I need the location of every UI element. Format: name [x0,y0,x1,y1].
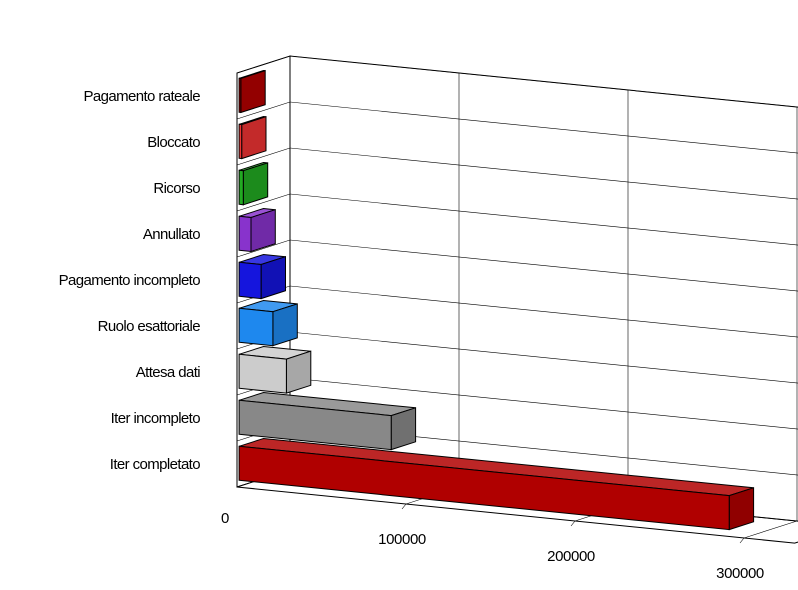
bar-ruolo-esattoriale [238,299,298,347]
tick-label-200000: 200000 [547,548,595,565]
category-label: Iter completato [110,456,200,473]
grid-line-side [236,147,291,166]
bar-end-face [242,162,269,206]
category-label: Annullato [143,226,200,243]
bar-front-face [238,123,243,160]
bar-end-face [285,350,312,394]
bar-iter-incompleto [238,391,417,451]
category-label: Ricorso [153,180,200,197]
category-label: Bloccato [147,134,200,151]
grid-line-side [236,55,291,74]
bar-annullato [238,207,276,253]
chart-bars [238,69,755,531]
grid-line-horizontal [289,285,798,338]
grid-line-side [236,193,291,212]
category-label: Ruolo esattoriale [98,318,201,335]
bar-end-face [272,303,298,347]
bar-attesa-dati [238,345,312,394]
tick-mark [401,503,407,510]
category-label: Iter incompleto [111,410,201,427]
grid-line-horizontal [289,147,798,200]
bar-front-face [238,169,244,206]
grid-line-horizontal [289,101,798,154]
bar-bloccato [238,115,267,160]
bar-end-face [241,116,267,160]
bar-end-face [250,209,276,253]
grid-line-side [236,239,291,258]
bar-front-face [238,353,287,394]
category-label: Pagamento incompleto [59,272,201,289]
bar-end-face [728,487,755,531]
tick-labels: 0 100000 200000 300000 [221,510,764,582]
category-label: Attesa dati [136,364,201,381]
grid-line-floor [743,520,798,539]
bar-pagamento-rateale [238,69,266,114]
bar-front-face [238,399,392,451]
bar-front-face [238,77,242,114]
bar-end-face [260,256,286,300]
grid-line-side [236,101,291,120]
bar-front-face [238,307,274,347]
tick-mark [570,520,576,527]
category-label: Pagamento rateale [83,88,200,105]
bar-front-face [238,215,252,253]
grid-line-horizontal [289,331,798,384]
grid-line-horizontal [289,55,798,108]
bar-iter-completato [238,437,755,531]
grid-line-horizontal [289,377,798,430]
bar-end-face [390,407,417,451]
bar-ricorso [238,161,269,206]
bar-pagamento-incompleto [238,253,286,300]
tick-label-0: 0 [221,510,229,527]
tick-label-100000: 100000 [378,531,426,548]
bar-front-face [238,445,730,531]
tick-label-300000: 300000 [716,565,764,582]
grid-line-horizontal [289,239,798,292]
category-labels: Pagamento rateale Bloccato Ricorso Annullat… [59,88,201,473]
bar-end-face [240,69,266,114]
bar-front-face [238,261,262,300]
tick-mark [739,537,745,544]
grid-line-horizontal [289,193,798,246]
